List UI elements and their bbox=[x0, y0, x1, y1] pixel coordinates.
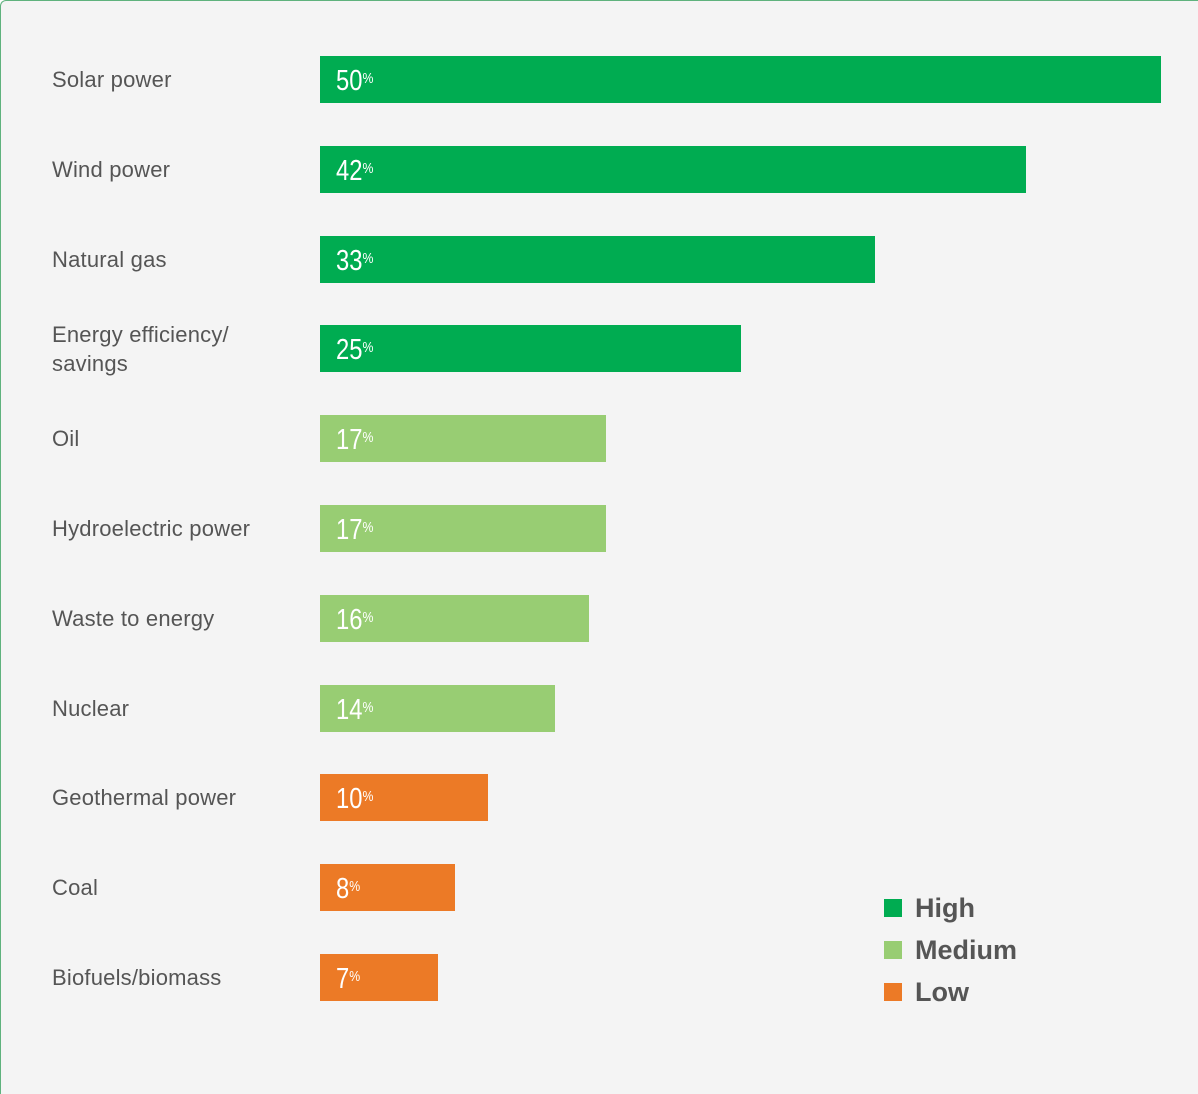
bar: 17% bbox=[320, 505, 606, 552]
bar: 17% bbox=[320, 415, 606, 463]
bar-value-label: 10% bbox=[336, 784, 373, 814]
bar: 33% bbox=[320, 235, 876, 283]
category-label: Waste to energy bbox=[52, 605, 215, 631]
category-label: Coal bbox=[52, 875, 99, 901]
bar-value-number: 10 bbox=[336, 783, 363, 816]
legend-swatch bbox=[884, 899, 902, 917]
bar-value-label: 42% bbox=[336, 156, 373, 186]
bar-value-unit: % bbox=[362, 339, 374, 357]
bar-value-number: 14 bbox=[336, 693, 363, 726]
bar: 10% bbox=[320, 774, 489, 822]
bar-value-label: 50% bbox=[336, 66, 373, 96]
bar-value-label: 16% bbox=[336, 605, 373, 635]
legend-label: Medium bbox=[915, 934, 1018, 965]
bar-value-number: 7 bbox=[336, 963, 350, 995]
bar-value-label: 14% bbox=[336, 695, 373, 725]
bar-value-number: 50 bbox=[336, 65, 363, 97]
bar-value-unit: % bbox=[362, 788, 374, 806]
category-label: Geothermal power bbox=[52, 785, 237, 811]
bar-value-number: 17 bbox=[336, 424, 363, 457]
category-label: Solar power bbox=[52, 67, 172, 92]
legend-item-medium: Medium bbox=[884, 929, 1017, 971]
bar-value-unit: % bbox=[362, 429, 374, 447]
category-label: Hydroelectric power bbox=[52, 516, 251, 541]
category-label: Wind power bbox=[52, 156, 171, 182]
bar-value-unit: % bbox=[362, 698, 374, 716]
legend: High Medium Low bbox=[884, 887, 1017, 1013]
bar-value-label: 8% bbox=[336, 874, 360, 904]
bar-value-number: 25 bbox=[336, 334, 363, 367]
bar: 50% bbox=[320, 56, 1161, 103]
bar-value-number: 42 bbox=[336, 154, 363, 187]
bar-value-label: 33% bbox=[336, 246, 373, 276]
category-label: Natural gas bbox=[52, 246, 167, 272]
legend-label: High bbox=[915, 892, 975, 923]
bar: 14% bbox=[320, 684, 556, 732]
legend-swatch bbox=[884, 983, 902, 1001]
bar: 25% bbox=[320, 325, 741, 373]
legend-item-low: Low bbox=[884, 971, 1017, 1013]
bar-value-label: 17% bbox=[336, 425, 373, 455]
bar-value-number: 8 bbox=[336, 873, 350, 906]
category-label: Oil bbox=[52, 426, 80, 452]
bar: 7% bbox=[320, 954, 438, 1001]
bar-value-number: 16 bbox=[336, 603, 363, 636]
category-label: Nuclear bbox=[52, 695, 130, 721]
bar-value-unit: % bbox=[362, 159, 374, 177]
legend-label: Low bbox=[915, 976, 969, 1007]
bar-value-label: 7% bbox=[336, 964, 360, 994]
bar-value-unit: % bbox=[349, 968, 361, 985]
bar-value-label: 25% bbox=[336, 335, 373, 365]
bar-value-unit: % bbox=[362, 519, 374, 536]
bar-value-label: 17% bbox=[336, 515, 373, 545]
legend-swatch bbox=[884, 941, 902, 959]
bar-value-unit: % bbox=[362, 249, 374, 267]
bar: 42% bbox=[320, 145, 1027, 193]
bar-value-unit: % bbox=[362, 608, 374, 626]
bar-value-unit: % bbox=[362, 70, 374, 87]
bar: 16% bbox=[320, 594, 590, 642]
bar-value-number: 33 bbox=[336, 244, 363, 277]
category-label: Energy efficiency/ savings bbox=[52, 321, 229, 376]
bar-value-unit: % bbox=[349, 878, 361, 896]
legend-item-high: High bbox=[884, 887, 1017, 929]
bar: 8% bbox=[320, 864, 455, 912]
bar-value-number: 17 bbox=[336, 514, 363, 546]
category-label: Biofuels/biomass bbox=[52, 965, 222, 990]
